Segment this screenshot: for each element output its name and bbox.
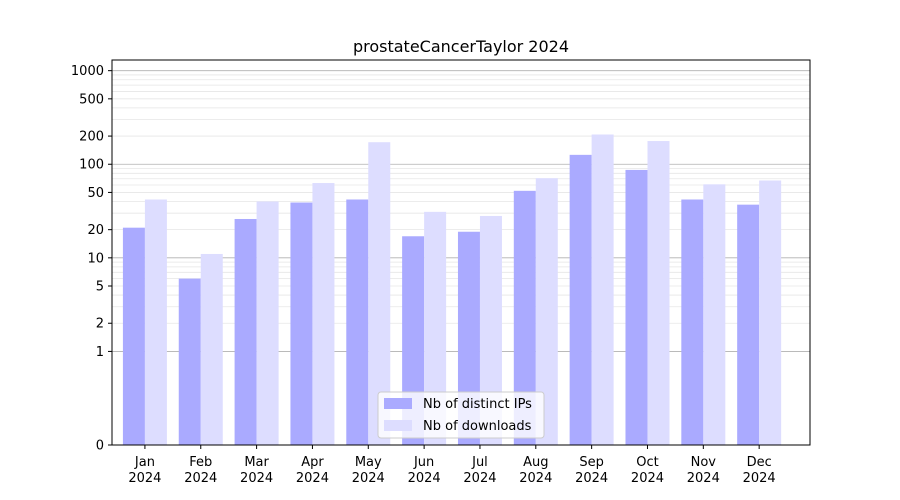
bar-distinct-ips [178, 278, 201, 445]
y-tick-label: 1 [96, 345, 104, 360]
bar-distinct-ips [625, 169, 648, 445]
y-tick-label: 2 [96, 317, 104, 332]
y-tick-label: 500 [79, 92, 104, 107]
bar-distinct-ips [234, 218, 257, 445]
bar-downloads [256, 201, 279, 445]
bar-distinct-ips [569, 154, 592, 445]
bar-downloads [591, 134, 614, 445]
x-tick-label: Aug 2024 [519, 455, 552, 486]
x-tick-label: Feb 2024 [184, 455, 217, 486]
y-tick-label: 50 [87, 186, 104, 201]
y-axis: 0 1 2 5 10 20 50 100 200 500 1000 [71, 64, 112, 454]
bar-distinct-ips [290, 202, 313, 445]
bar-downloads [312, 183, 335, 446]
x-tick-label: Oct 2024 [631, 455, 664, 486]
bar-downloads [535, 178, 558, 445]
x-tick-label: Jan 2024 [128, 455, 161, 486]
bar-distinct-ips [513, 190, 536, 445]
x-tick-label: Jul 2024 [463, 455, 496, 486]
bar-downloads [703, 184, 726, 445]
legend-label-downloads: Nb of downloads [423, 419, 532, 434]
bar-downloads [647, 141, 670, 446]
y-tick-label: 0 [96, 439, 104, 454]
chart-title: prostateCancerTaylor 2024 [353, 37, 569, 56]
x-axis: Jan 2024 Feb 2024 Mar 2024 Apr 2024 May 2024 Jun 20… [128, 445, 776, 486]
bar-downloads [368, 142, 391, 445]
x-tick-label: Nov 2024 [687, 455, 720, 486]
x-tick-label: May 2024 [352, 455, 385, 486]
x-tick-label: Mar 2024 [240, 455, 273, 486]
x-tick-label: Dec 2024 [743, 455, 776, 486]
bar-downloads [200, 253, 223, 445]
y-tick-label: 10 [87, 251, 104, 266]
bar-downloads [424, 211, 447, 445]
legend-swatch-distinct-ips [384, 398, 412, 409]
y-tick-label: 1000 [71, 64, 104, 79]
legend-box [377, 391, 545, 439]
bar-distinct-ips [681, 199, 704, 445]
x-tick-label: Apr 2024 [296, 455, 329, 486]
bar-distinct-ips [122, 227, 145, 445]
plot-area-frame [111, 59, 811, 446]
legend-label-distinct-ips: Nb of distinct IPs [423, 397, 532, 412]
bar-distinct-ips [737, 204, 760, 445]
x-tick-label: Sep 2024 [575, 455, 608, 486]
y-tick-label: 100 [79, 158, 104, 173]
legend: Nb of distinct IPs Nb of downloads [377, 391, 545, 439]
bar-downloads [759, 180, 782, 446]
x-tick-label: Jun 2024 [408, 455, 441, 486]
legend-swatch-downloads [384, 420, 412, 431]
bar-downloads [479, 215, 502, 445]
bar-distinct-ips [346, 199, 369, 445]
y-tick-label: 200 [79, 130, 104, 145]
y-tick-label: 5 [96, 280, 104, 295]
bar-downloads [144, 199, 167, 445]
y-tick-label: 20 [87, 223, 104, 238]
